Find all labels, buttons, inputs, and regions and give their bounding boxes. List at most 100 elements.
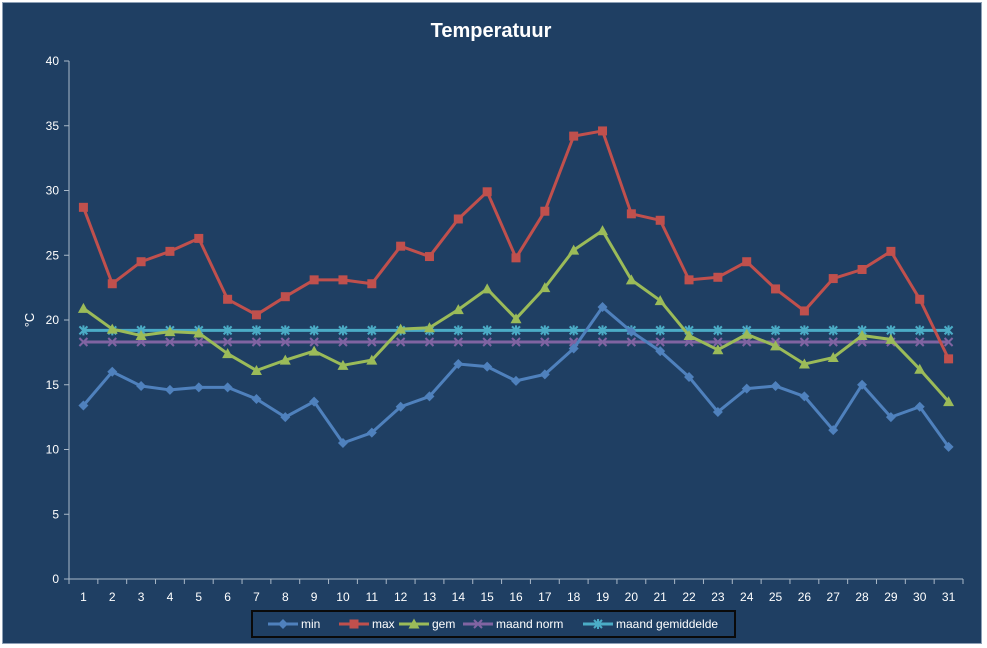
data-point-maand-norm	[251, 337, 262, 347]
x-tick-label: 30	[913, 590, 927, 604]
data-point-max	[424, 252, 434, 262]
data-point-max	[107, 279, 117, 289]
x-tick-label: 12	[394, 590, 408, 604]
x-tick-label: 2	[109, 590, 116, 604]
data-point-max	[251, 310, 261, 320]
data-point-max	[309, 275, 319, 285]
data-point-maand-gemiddelde	[799, 325, 810, 336]
legend-marker-maand-norm	[473, 619, 483, 629]
data-point-gem	[308, 345, 320, 356]
data-point-gem	[222, 348, 234, 359]
data-point-gem	[798, 358, 810, 369]
data-point-maand-norm	[78, 337, 89, 347]
data-point-min	[943, 441, 954, 452]
x-tick-label: 24	[740, 590, 754, 604]
data-point-gem	[625, 274, 637, 285]
x-tick-label: 23	[711, 590, 725, 604]
data-point-maand-norm	[309, 337, 319, 347]
data-point-min	[741, 383, 752, 394]
data-point-maand-norm	[338, 337, 348, 347]
x-tick-label: 13	[423, 590, 437, 604]
data-point-min	[107, 366, 118, 377]
y-tick-label: 0	[52, 572, 59, 586]
data-point-min	[222, 382, 233, 393]
data-point-max	[713, 272, 723, 282]
data-point-maand-gemiddelde	[540, 325, 550, 336]
data-point-maand-norm	[742, 337, 752, 347]
data-point-min	[828, 425, 839, 436]
data-point-maand-norm	[367, 337, 377, 347]
data-point-gem	[885, 333, 897, 344]
data-point-gem	[914, 363, 926, 374]
data-point-min	[626, 326, 637, 337]
x-tick-label: 17	[538, 590, 552, 604]
data-point-max	[540, 206, 550, 216]
data-point-maand-norm	[424, 337, 435, 347]
x-tick-label: 4	[167, 590, 174, 604]
data-point-maand-gemiddelde	[482, 325, 492, 336]
data-point-min	[251, 393, 262, 404]
data-point-maand-norm	[655, 337, 665, 347]
data-point-min	[597, 302, 608, 313]
data-point-gem	[366, 354, 378, 365]
data-point-gem	[481, 283, 493, 294]
legend-label-maand-gemiddelde: maand gemiddelde	[616, 617, 718, 631]
x-tick-label: 31	[942, 590, 956, 604]
data-point-min	[539, 369, 550, 380]
data-point-maand-gemiddelde	[280, 325, 290, 336]
legend-label-gem: gem	[432, 617, 455, 631]
data-point-gem	[770, 340, 782, 351]
x-tick-label: 10	[336, 590, 350, 604]
data-point-maand-norm	[540, 337, 550, 347]
data-point-max	[944, 354, 954, 364]
legend-marker-max	[349, 619, 359, 629]
data-point-maand-norm	[194, 337, 204, 347]
data-point-gem	[423, 322, 435, 333]
data-point-gem	[510, 313, 522, 324]
data-point-gem	[683, 330, 695, 341]
x-tick-label: 18	[567, 590, 581, 604]
data-point-min	[684, 371, 695, 382]
data-point-max	[280, 292, 290, 302]
data-point-gem	[77, 302, 89, 313]
data-point-gem	[539, 282, 551, 293]
series-line-max	[82, 129, 950, 360]
y-tick-label: 20	[46, 313, 60, 327]
data-point-max	[396, 241, 406, 251]
data-point-maand-norm	[799, 337, 810, 347]
data-point-min	[366, 427, 377, 438]
y-tick-label: 40	[46, 54, 60, 68]
data-point-maand-gemiddelde	[78, 325, 89, 336]
data-point-min	[164, 384, 175, 395]
x-tick-label: 15	[480, 590, 494, 604]
legend-label-max: max	[372, 617, 395, 631]
x-tick-label: 7	[253, 590, 260, 604]
x-tick-label: 14	[452, 590, 466, 604]
data-point-maand-gemiddelde	[713, 325, 723, 336]
data-point-max	[598, 126, 608, 136]
data-point-max	[886, 246, 896, 256]
data-point-gem	[712, 344, 724, 355]
x-tick-label: 1	[80, 590, 87, 604]
data-point-maand-norm	[943, 337, 954, 347]
data-point-maand-gemiddelde	[915, 325, 925, 336]
data-point-max	[655, 215, 665, 225]
x-tick-label: 22	[682, 590, 696, 604]
data-point-gem	[250, 365, 262, 376]
data-point-maand-gemiddelde	[453, 325, 464, 336]
data-point-max	[684, 275, 694, 285]
data-point-min	[799, 391, 810, 402]
data-point-max	[136, 257, 146, 267]
data-point-max	[482, 187, 492, 197]
data-point-gem	[827, 352, 839, 363]
x-tick-label: 27	[827, 590, 841, 604]
data-point-gem	[193, 327, 205, 338]
data-point-maand-gemiddelde	[338, 325, 348, 336]
data-point-gem	[654, 295, 666, 306]
data-point-min	[309, 396, 320, 407]
series-min	[78, 302, 954, 452]
y-tick-label: 25	[46, 248, 60, 262]
x-tick-label: 3	[138, 590, 145, 604]
data-point-gem	[741, 328, 753, 339]
